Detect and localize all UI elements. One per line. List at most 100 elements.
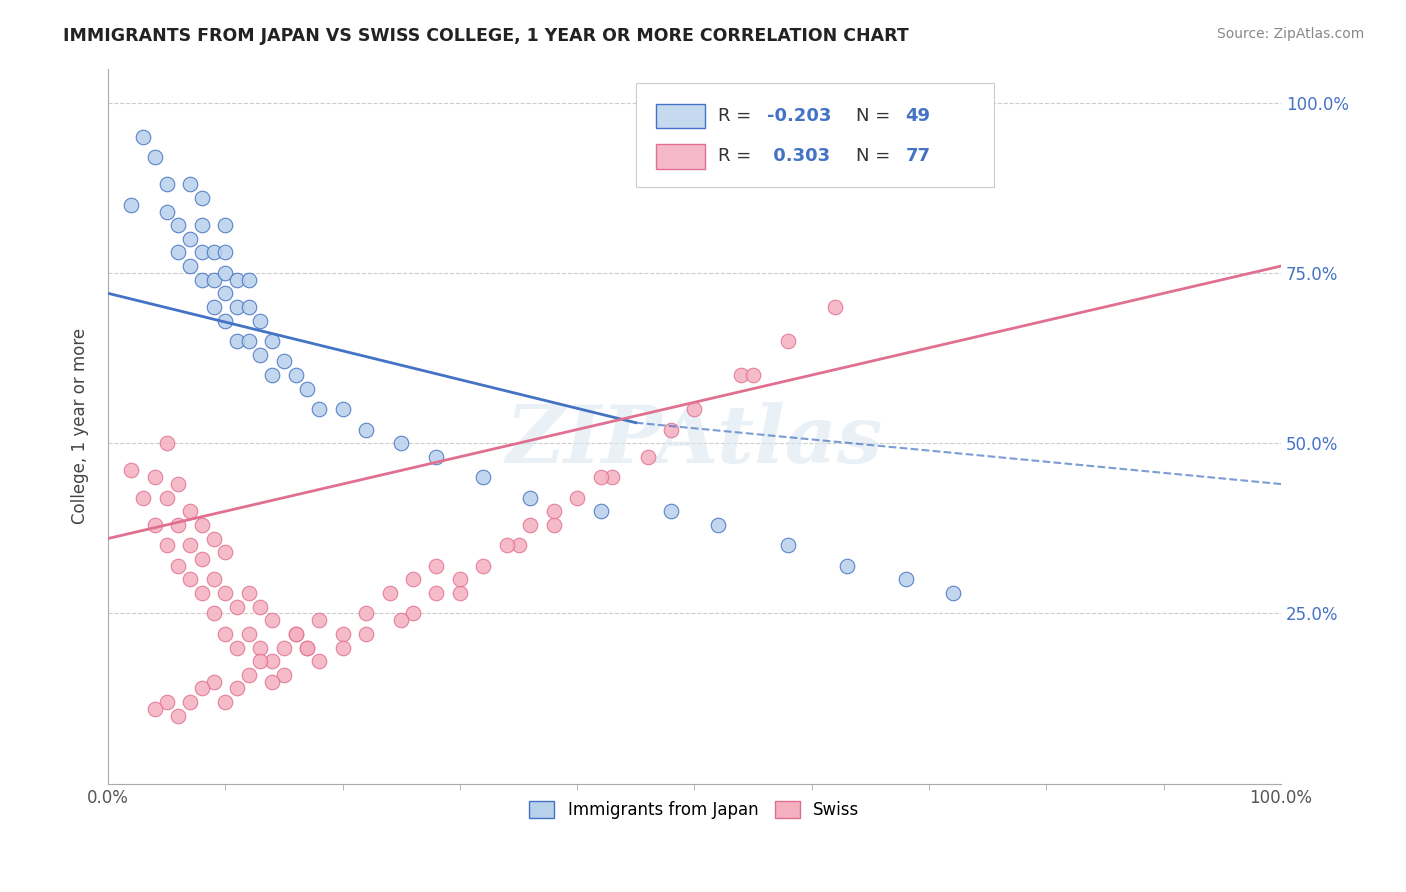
Point [167,517,190,532]
Point [389,436,412,450]
Point [425,586,447,600]
Point [297,640,319,655]
Point [179,259,201,273]
Text: R =: R = [718,147,756,166]
Point [238,627,260,641]
Point [425,558,447,573]
Point [824,300,846,314]
Text: R =: R = [718,107,756,125]
Point [238,334,260,348]
Point [835,558,858,573]
Point [262,368,284,382]
Point [179,695,201,709]
Point [143,470,166,484]
Point [332,640,354,655]
Point [120,198,142,212]
Point [508,538,530,552]
Point [226,273,249,287]
Point [120,463,142,477]
Point [589,470,612,484]
Point [262,654,284,668]
Point [238,667,260,681]
Point [238,586,260,600]
Point [284,368,307,382]
Point [297,640,319,655]
Point [332,627,354,641]
Point [589,504,612,518]
Point [262,613,284,627]
Point [167,477,190,491]
Point [472,558,495,573]
Point [778,538,800,552]
Point [156,178,179,192]
Point [543,504,565,518]
Point [143,517,166,532]
Point [202,607,225,621]
Point [402,573,425,587]
Point [659,423,682,437]
Point [472,470,495,484]
Point [156,204,179,219]
Point [778,334,800,348]
Point [238,273,260,287]
Point [202,532,225,546]
Point [308,654,330,668]
Point [226,681,249,696]
Point [179,178,201,192]
Point [354,627,377,641]
FancyBboxPatch shape [655,103,704,128]
Point [683,402,706,417]
Point [156,491,179,505]
Point [214,586,236,600]
Point [637,450,659,464]
Point [226,300,249,314]
Point [378,586,401,600]
Point [742,368,765,382]
Text: N =: N = [856,107,897,125]
FancyBboxPatch shape [655,145,704,169]
Point [273,667,295,681]
Point [519,517,541,532]
Point [202,674,225,689]
Point [226,334,249,348]
Point [284,627,307,641]
Point [659,504,682,518]
Point [894,573,917,587]
Point [402,607,425,621]
FancyBboxPatch shape [636,83,994,186]
Point [297,382,319,396]
Point [167,245,190,260]
Text: ZIPAtlas: ZIPAtlas [506,401,883,479]
Point [156,695,179,709]
Point [449,586,471,600]
Point [191,552,214,566]
Text: IMMIGRANTS FROM JAPAN VS SWISS COLLEGE, 1 YEAR OR MORE CORRELATION CHART: IMMIGRANTS FROM JAPAN VS SWISS COLLEGE, … [63,27,910,45]
Point [191,245,214,260]
Text: 0.303: 0.303 [768,147,831,166]
Point [707,517,730,532]
Legend: Immigrants from Japan, Swiss: Immigrants from Japan, Swiss [523,794,866,825]
Point [273,354,295,368]
Point [179,538,201,552]
Point [354,607,377,621]
Point [249,654,271,668]
Point [191,681,214,696]
Point [389,613,412,627]
Point [143,702,166,716]
Point [226,640,249,655]
Point [730,368,752,382]
Point [167,708,190,723]
Point [143,150,166,164]
Point [449,573,471,587]
Point [214,627,236,641]
Point [191,586,214,600]
Point [308,613,330,627]
Point [249,313,271,327]
Point [202,273,225,287]
Point [214,286,236,301]
Point [214,266,236,280]
Text: 49: 49 [905,107,931,125]
Point [156,436,179,450]
Point [602,470,624,484]
Point [191,517,214,532]
